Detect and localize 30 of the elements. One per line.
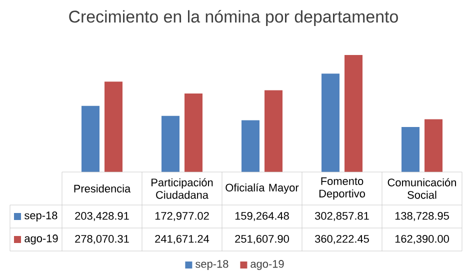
bar [402, 126, 420, 172]
bar [104, 82, 123, 172]
data-label: 172,977.02 [155, 212, 209, 222]
data-label: 203,428.91 [75, 212, 129, 222]
legend-label: ago-19 [24, 234, 58, 244]
x-tick-label: Presidencia [74, 184, 131, 193]
bar [424, 119, 443, 172]
x-tick-label: Oficialía Mayor [226, 183, 299, 194]
x-tick-label: Participación Ciudadana [152, 178, 213, 199]
data-label: 302,857.81 [315, 212, 369, 222]
data-label: 138,728.95 [395, 212, 449, 222]
bar [184, 94, 203, 172]
bar [82, 106, 100, 172]
legend-label: sep-18 [24, 212, 58, 222]
bar [322, 74, 340, 172]
bar [264, 90, 283, 172]
data-label: 159,264.48 [235, 212, 289, 222]
data-label: 360,222.45 [315, 234, 369, 244]
data-label: 278,070.31 [75, 234, 129, 244]
bar [162, 116, 180, 172]
data-label: 241,671.24 [155, 234, 210, 244]
data-label: 162,390.00 [395, 234, 449, 244]
text: ago-19 [250, 260, 284, 270]
x-tick-label: Fomento Deportivo [319, 177, 365, 200]
chart-title: Crecimiento en la nómina por departamento [69, 10, 398, 26]
bar [242, 120, 260, 172]
data-label: 251,607.90 [235, 234, 289, 244]
text: sep-18 [196, 260, 228, 270]
x-tick-label: Comunicación Social [388, 178, 456, 199]
bar [344, 54, 363, 172]
